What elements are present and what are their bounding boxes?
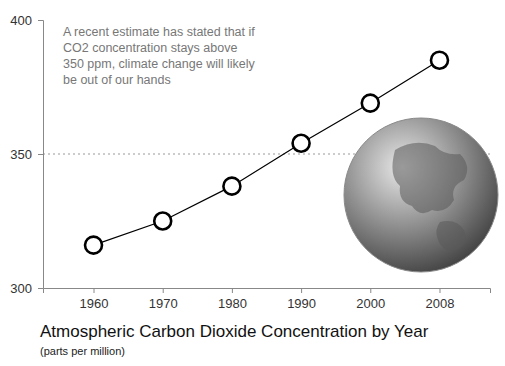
data-point <box>223 178 240 195</box>
y-tick-mark <box>38 288 43 289</box>
chart-title: Atmospheric Carbon Dioxide Concentration… <box>40 322 429 341</box>
x-tick-label: 1970 <box>149 296 178 311</box>
x-tick-label: 2000 <box>356 296 385 311</box>
annotation-line: be out of our hands <box>63 73 171 87</box>
globe-land <box>392 143 467 213</box>
globe <box>344 118 498 272</box>
annotation-line: A recent estimate has stated that if <box>63 25 255 39</box>
x-tick: 2000 <box>356 288 385 311</box>
x-tick-label: 1980 <box>218 296 247 311</box>
y-tick-label: 300 <box>10 281 32 296</box>
y-tick-mark <box>38 20 43 21</box>
chart-subtitle: (parts per million) <box>40 345 125 357</box>
x-tick: 1980 <box>218 288 247 311</box>
annotation: A recent estimate has stated that if CO2 … <box>63 25 256 87</box>
chart-svg: 300 350 400 1960 1970 1980 1990 2000 2008 A recen… <box>0 0 505 366</box>
data-line <box>94 60 440 245</box>
data-point <box>154 213 171 230</box>
x-tick-label: 2008 <box>426 296 455 311</box>
x-tick-mark <box>439 288 440 293</box>
y-tick: 350 <box>10 147 43 162</box>
x-tick-mark <box>232 288 233 293</box>
annotation-line: 350 ppm, climate change will likely <box>63 57 256 71</box>
y-tick-mark <box>38 154 43 155</box>
data-point <box>431 52 448 69</box>
data-point <box>362 95 379 112</box>
x-tick: 1960 <box>80 288 109 311</box>
y-axis: 300 350 400 <box>10 13 43 296</box>
y-axis-line <box>38 21 44 289</box>
x-tick-mark <box>301 288 302 293</box>
x-tick-mark <box>94 288 95 293</box>
data-point <box>293 135 310 152</box>
x-axis: 1960 1970 1980 1990 2000 2008 <box>44 288 491 311</box>
globe-sphere <box>344 118 498 272</box>
chart-container: 300 350 400 1960 1970 1980 1990 2000 2008 A recen… <box>0 0 505 366</box>
x-tick-mark <box>163 288 164 293</box>
x-tick: 1970 <box>149 288 178 311</box>
y-tick-label: 350 <box>10 147 32 162</box>
x-axis-line <box>44 289 491 294</box>
data-point <box>85 237 102 254</box>
y-tick: 300 <box>10 281 43 296</box>
globe-land <box>436 221 465 250</box>
x-tick-label: 1960 <box>80 296 109 311</box>
y-tick: 400 <box>10 13 43 28</box>
y-tick-label: 400 <box>10 13 32 28</box>
x-tick: 2008 <box>426 288 455 311</box>
x-tick-label: 1990 <box>287 296 316 311</box>
x-tick-mark <box>370 288 371 293</box>
annotation-line: CO2 concentration stays above <box>63 41 237 55</box>
x-tick: 1990 <box>287 288 316 311</box>
